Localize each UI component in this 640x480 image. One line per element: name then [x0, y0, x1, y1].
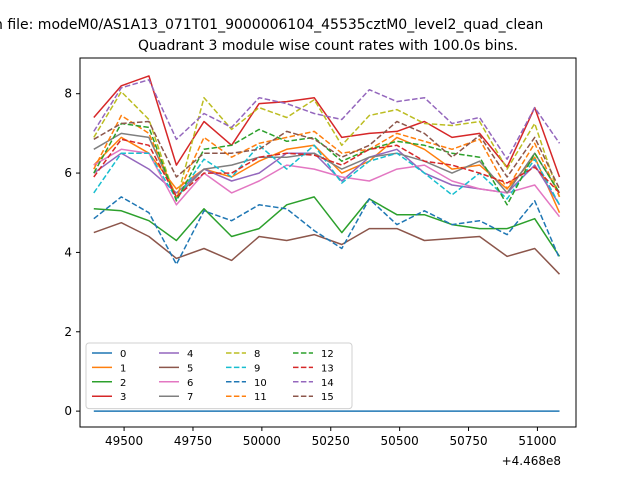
legend-label-0: 0 — [120, 349, 126, 360]
plot-frame — [79, 57, 577, 428]
legend-label-14: 14 — [321, 378, 334, 389]
x-tick-label: 50750 — [449, 434, 487, 448]
legend-label-1: 1 — [120, 363, 126, 374]
legend-label-8: 8 — [254, 349, 260, 360]
y-tick-label: 8 — [64, 87, 72, 101]
legend-label-3: 3 — [120, 392, 126, 403]
legend-label-15: 15 — [321, 392, 334, 403]
series-line-2 — [93, 196, 561, 257]
series-line-15 — [93, 120, 561, 190]
x-tick-label: 51000 — [518, 434, 556, 448]
x-tick-label: 49750 — [174, 434, 212, 448]
series-line-1 — [93, 136, 561, 214]
series-line-8 — [93, 90, 561, 202]
series-line-11 — [93, 114, 561, 198]
legend-label-2: 2 — [120, 378, 126, 389]
legend-label-12: 12 — [321, 349, 334, 360]
x-offset-label: +4.468e8 — [502, 454, 561, 468]
legend-label-6: 6 — [187, 378, 193, 389]
series-line-9 — [93, 144, 561, 206]
legend-label-10: 10 — [254, 378, 267, 389]
legend-label-5: 5 — [187, 363, 193, 374]
chart-title: Quadrant 3 module wise count rates with … — [138, 38, 518, 54]
legend-label-4: 4 — [187, 349, 193, 360]
y-tick-label: 2 — [64, 325, 72, 339]
series-line-6 — [93, 148, 561, 218]
series-line-10 — [93, 196, 561, 266]
series-group — [93, 75, 561, 412]
series-line-12 — [93, 122, 561, 206]
series-line-14 — [93, 79, 561, 160]
y-tick-label: 6 — [64, 166, 72, 180]
legend-label-7: 7 — [187, 392, 193, 403]
x-tick-label: 50000 — [243, 434, 281, 448]
series-line-13 — [93, 138, 561, 198]
series-line-3 — [93, 75, 561, 178]
legend-frame — [85, 342, 353, 410]
x-tick-label: 50500 — [381, 434, 419, 448]
x-tick-label: 49500 — [105, 434, 143, 448]
legend-label-13: 13 — [321, 363, 334, 374]
x-tick-label: 50250 — [312, 434, 350, 448]
legend-label-11: 11 — [254, 392, 267, 403]
legend-label-9: 9 — [254, 363, 260, 374]
y-tick-label: 0 — [64, 404, 72, 418]
y-tick-label: 4 — [64, 245, 72, 259]
figure-suptitle: n file: modeM0/AS1A13_071T01_9000006104_… — [0, 17, 543, 33]
